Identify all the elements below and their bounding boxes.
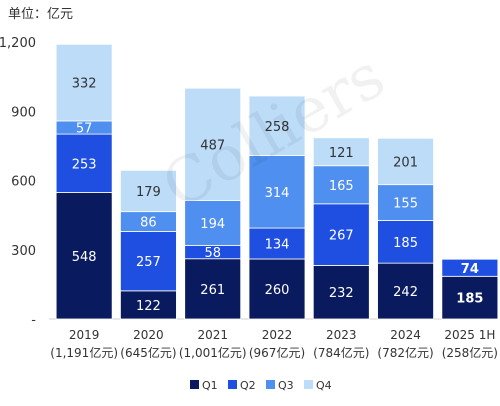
bar-segment-q1 [441, 275, 499, 320]
x-tick-sublabel: (967亿元) [249, 345, 305, 360]
bar-segment-q4 [55, 43, 113, 122]
x-axis: 2019 (1,191亿元) 2020 (645亿元) 2021 (1,001亿元) 202… [50, 328, 498, 360]
bar-segment-q2 [248, 227, 306, 260]
data-label: 258 [265, 120, 290, 135]
legend-swatch [190, 380, 199, 389]
data-label: 201 [393, 155, 418, 170]
data-label: 267 [329, 229, 354, 244]
data-label: 74 [461, 262, 479, 277]
x-tick-label: 2021 [197, 328, 228, 342]
legend-label: Q1 [202, 379, 218, 392]
data-label: 179 [136, 185, 161, 200]
bars: 548 253 57 332 122 257 86 179 261 58 194 487 260 134 3… [55, 43, 499, 320]
legend-swatch [266, 380, 275, 389]
data-label: 134 [265, 238, 290, 253]
bar-segment-q4 [184, 87, 242, 201]
x-tick-sublabel: (258亿元) [442, 345, 498, 360]
bar-segment-q4 [120, 169, 177, 213]
data-label: 487 [200, 138, 225, 153]
bar-segment-q3 [377, 184, 434, 221]
y-tick-label: 600 [11, 175, 36, 190]
legend: Q1 Q2 Q3 Q4 [190, 379, 332, 392]
data-label: 232 [329, 286, 354, 301]
bar-segment-q2 [441, 258, 499, 277]
y-tick-label: 300 [11, 244, 36, 259]
bar-segment-q1 [184, 258, 242, 320]
bar-segment-q4 [377, 137, 434, 186]
data-label: 185 [456, 292, 483, 307]
x-tick-label: 2023 [326, 328, 357, 342]
bar-segment-q4 [248, 95, 306, 156]
x-tick-label: 2020 [133, 328, 164, 342]
bar-segment-q1 [248, 258, 306, 320]
x-tick-sublabel: (784亿元) [313, 345, 369, 360]
bar-segment-q1 [312, 265, 370, 320]
data-label: 86 [140, 216, 157, 231]
x-tick-label: 2025 1H [444, 328, 495, 342]
data-label: 185 [393, 236, 418, 251]
data-label: 165 [329, 179, 354, 194]
data-label: 260 [265, 283, 290, 298]
x-tick-sublabel: (782亿元) [377, 345, 433, 360]
data-label: 58 [204, 246, 221, 261]
bar-segment-q2 [55, 133, 113, 193]
data-label: 155 [393, 197, 418, 212]
legend-swatch [304, 380, 313, 389]
legend-label: Q2 [240, 379, 256, 392]
bar-segment-q3 [248, 155, 306, 229]
x-tick-label: 2024 [390, 328, 421, 342]
data-label: 194 [200, 217, 225, 232]
bar-segment-q4 [312, 137, 370, 167]
y-tick-label: 900 [11, 105, 36, 120]
y-axis: - 300 600 900 1,200 [0, 36, 36, 328]
data-label: 261 [200, 283, 225, 298]
bar-segment-q3 [184, 200, 242, 246]
bar-segment-q2 [312, 203, 370, 266]
data-label: 122 [136, 299, 161, 314]
legend-swatch [228, 380, 237, 389]
y-tick-label: - [31, 313, 36, 328]
data-label: 548 [72, 250, 97, 265]
unit-label: 单位：亿元 [8, 7, 74, 22]
x-tick-sublabel: (1,191亿元) [50, 345, 118, 360]
data-label: 121 [329, 146, 354, 161]
x-tick-sublabel: (1,001亿元) [179, 345, 247, 360]
bar-segment-q1 [377, 262, 434, 320]
legend-label: Q4 [316, 379, 332, 392]
bar-segment-q1 [55, 192, 113, 320]
bar-segment-q2 [377, 220, 434, 264]
data-label: 314 [265, 186, 290, 201]
data-label: 257 [136, 255, 161, 270]
data-label: 57 [76, 122, 93, 137]
legend-label: Q3 [278, 379, 294, 392]
x-tick-sublabel: (645亿元) [120, 345, 176, 360]
data-label: 253 [72, 157, 97, 172]
y-tick-label: 1,200 [0, 36, 36, 51]
data-label: 242 [393, 285, 418, 300]
bar-segment-q1 [120, 290, 177, 320]
x-tick-label: 2019 [69, 328, 100, 342]
x-tick-label: 2022 [262, 328, 293, 342]
data-label: 332 [72, 77, 97, 92]
